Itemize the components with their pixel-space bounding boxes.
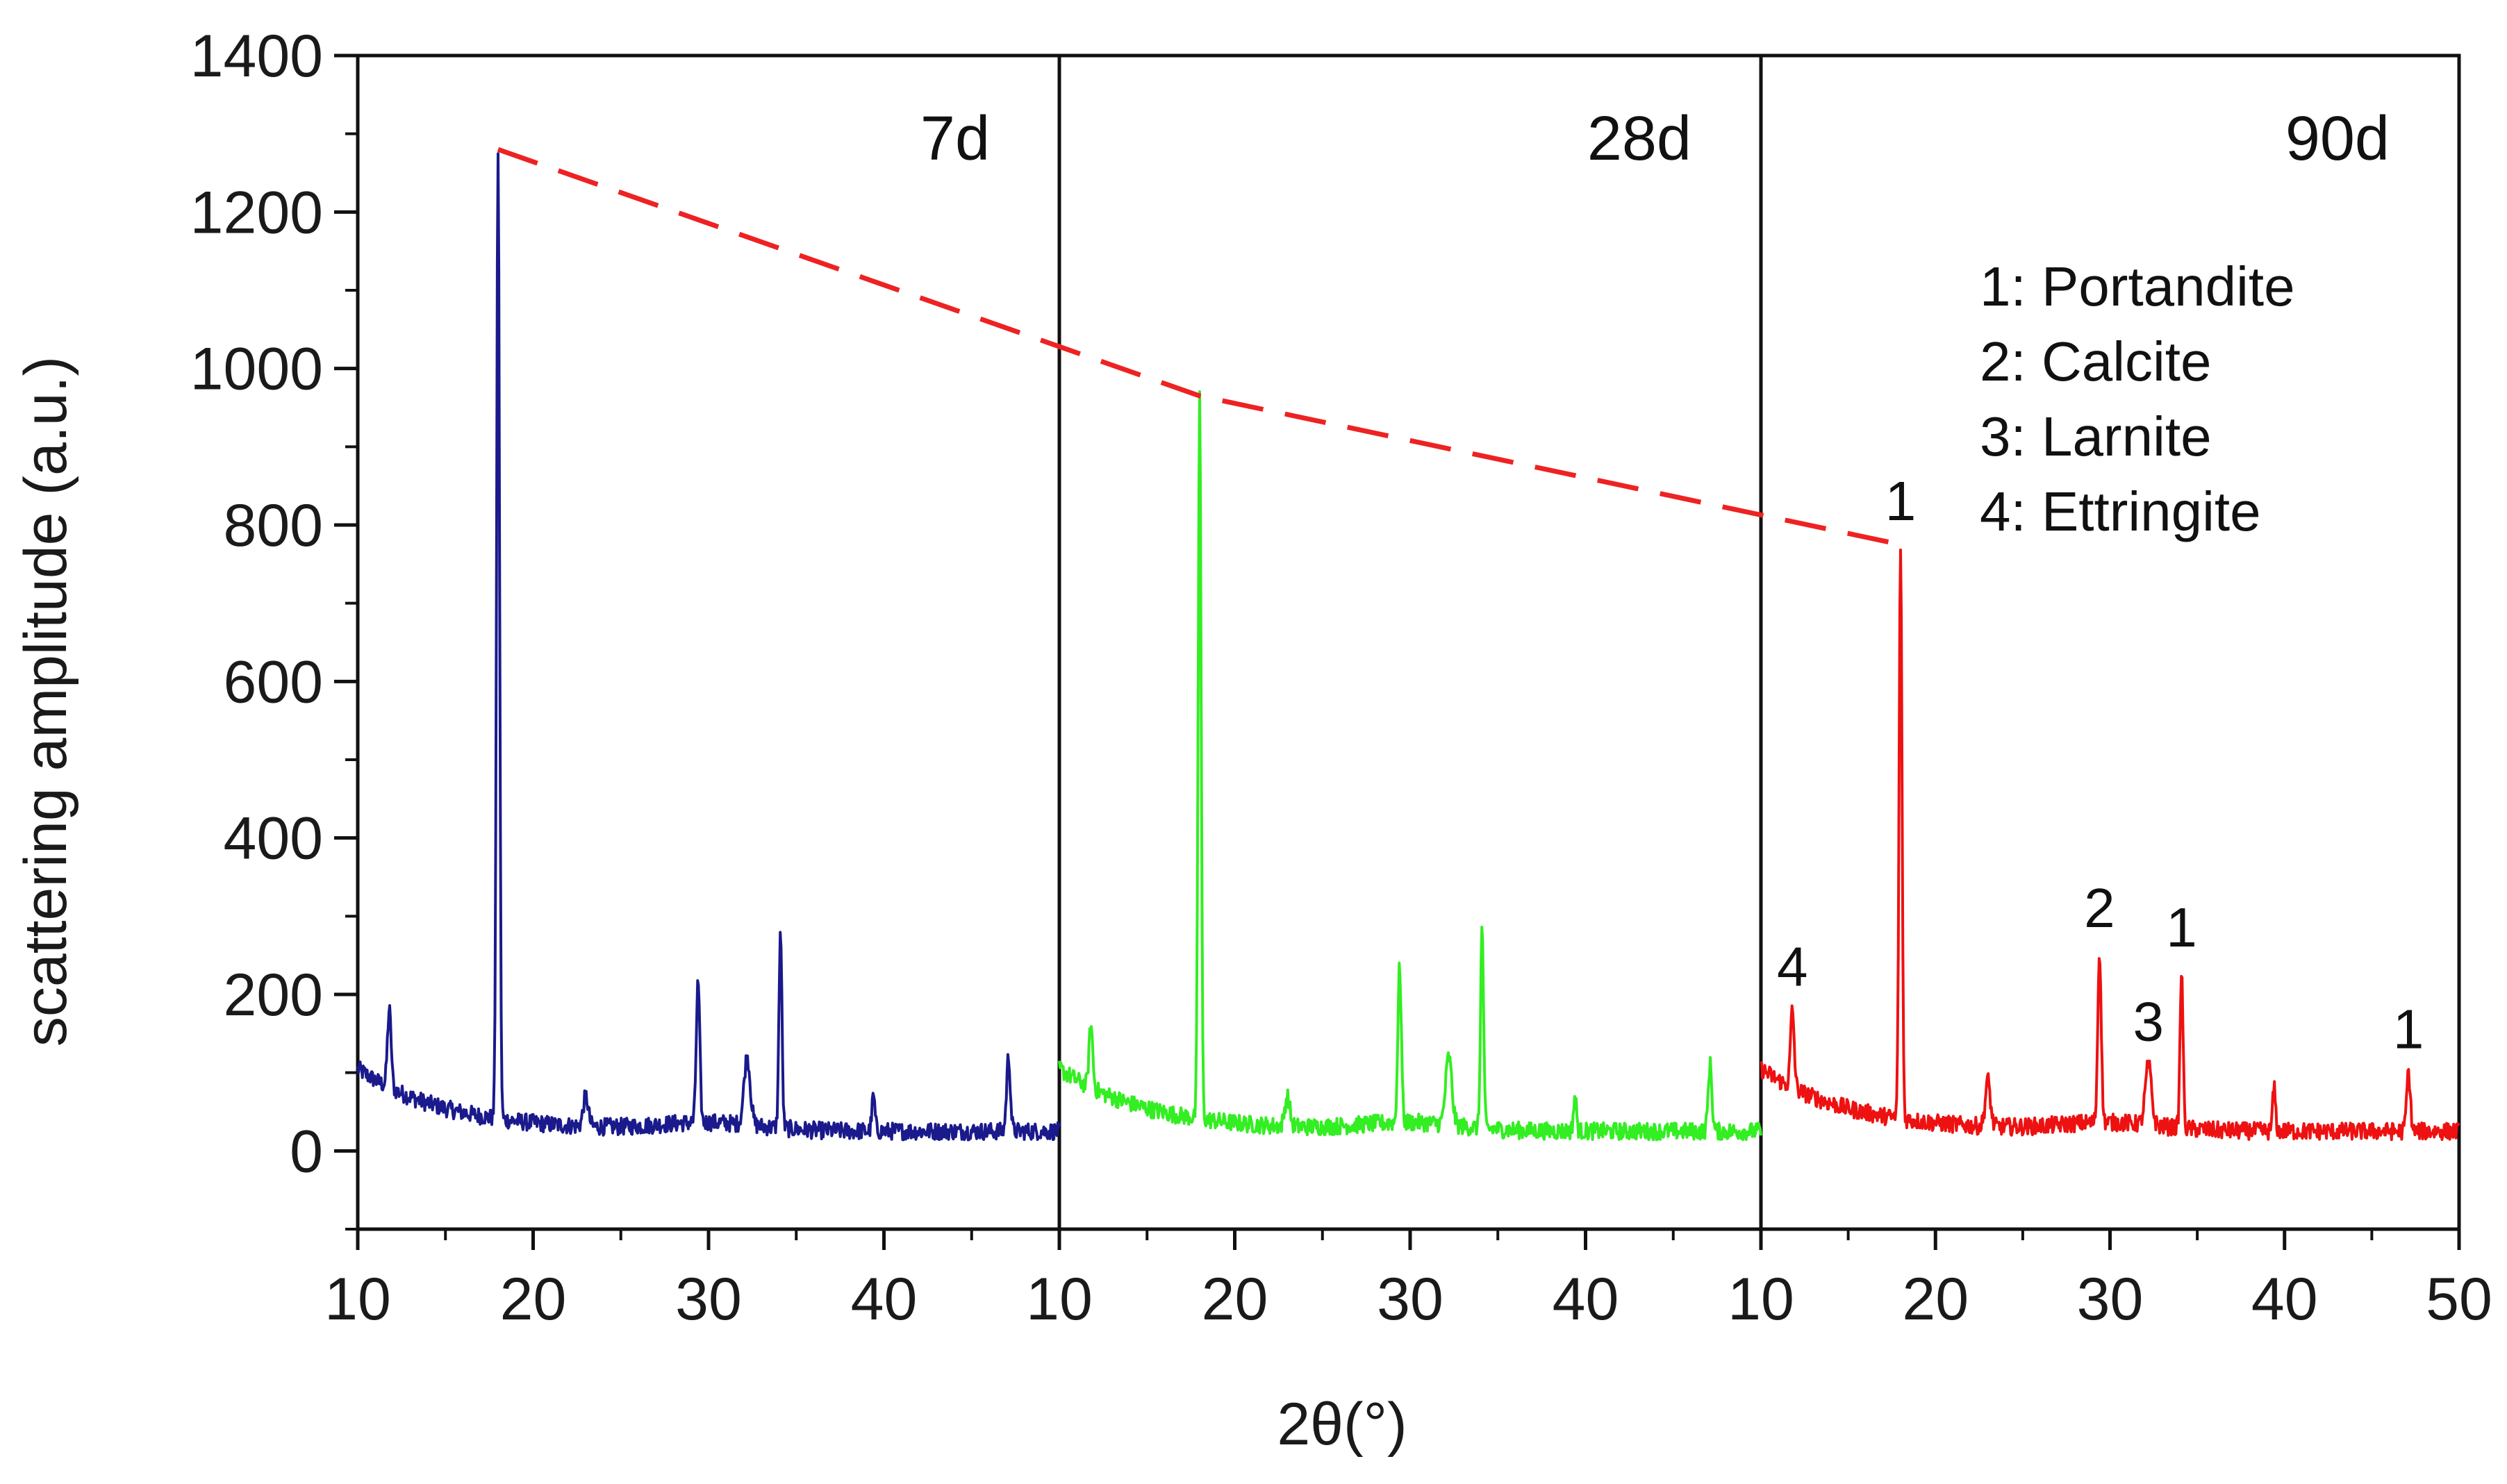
trend-dashed-line xyxy=(497,147,1901,547)
legend-entry: 3: Larnite xyxy=(1980,406,2212,467)
panel-label-90d: 90d xyxy=(2285,104,2390,174)
legend-entry: 2: Calcite xyxy=(1980,331,2211,392)
panel-frame-1 xyxy=(356,53,1061,1231)
panel-frames xyxy=(356,53,2461,1231)
y-tick-label: 600 xyxy=(224,649,324,715)
peak-label: 1 xyxy=(2166,897,2197,958)
x-axis-title: 2θ(°) xyxy=(1277,1391,1407,1458)
x-axes: 10 20 30 40 10 20 30 40 10 20 30 40 50 xyxy=(324,1229,2492,1333)
y-tick-label: 1000 xyxy=(190,336,323,403)
x-tick-label: 40 xyxy=(2251,1266,2318,1333)
x-tick-label: 50 xyxy=(2426,1266,2492,1333)
series-lines xyxy=(356,152,2460,1142)
x-tick-label: 40 xyxy=(851,1266,918,1333)
peak-label: 4 xyxy=(1777,936,1808,998)
x-tick-label: 20 xyxy=(1902,1266,1969,1333)
series-line-7d xyxy=(356,152,1061,1142)
panel-label-28d: 28d xyxy=(1587,104,1691,174)
legend-entry: 4: Ettringite xyxy=(1980,481,2261,542)
x-tick-label: 10 xyxy=(324,1266,391,1333)
x-tick-label: 20 xyxy=(500,1266,567,1333)
y-tick-label: 400 xyxy=(224,806,324,872)
y-axis-title: scattering amplitude (a.u.) xyxy=(13,356,79,1047)
x-tick-label: 20 xyxy=(1202,1266,1268,1333)
y-tick-label: 1400 xyxy=(190,23,323,90)
panel-frame-3 xyxy=(1759,53,2461,1231)
series-line-90d xyxy=(1760,548,2460,1142)
y-tick-label: 200 xyxy=(224,962,324,1028)
legend-entry: 1: Portandite xyxy=(1980,256,2295,317)
y-tick-label: 0 xyxy=(290,1118,323,1185)
peak-label: 3 xyxy=(2133,990,2165,1052)
x-tick-label: 30 xyxy=(675,1266,742,1333)
x-tick-label: 10 xyxy=(1728,1266,1794,1333)
y-tick-label: 1200 xyxy=(190,179,323,246)
panel-frame-2 xyxy=(1057,53,1763,1231)
peak-label: 1 xyxy=(2393,999,2424,1060)
peak-label: 2 xyxy=(2084,877,2115,939)
y-axis: 0 200 400 600 800 1000 1200 1400 xyxy=(190,23,358,1231)
x-tick-label: 40 xyxy=(1553,1266,1619,1333)
series-line-28d xyxy=(1058,390,1762,1142)
x-tick-label: 30 xyxy=(2077,1266,2144,1333)
x-tick-label: 10 xyxy=(1026,1266,1093,1333)
y-tick-label: 800 xyxy=(224,492,324,559)
x-tick-label: 30 xyxy=(1377,1266,1443,1333)
trend-line xyxy=(497,147,1901,547)
peak-label: 1 xyxy=(1885,470,1917,532)
panel-label-7d: 7d xyxy=(920,104,990,174)
